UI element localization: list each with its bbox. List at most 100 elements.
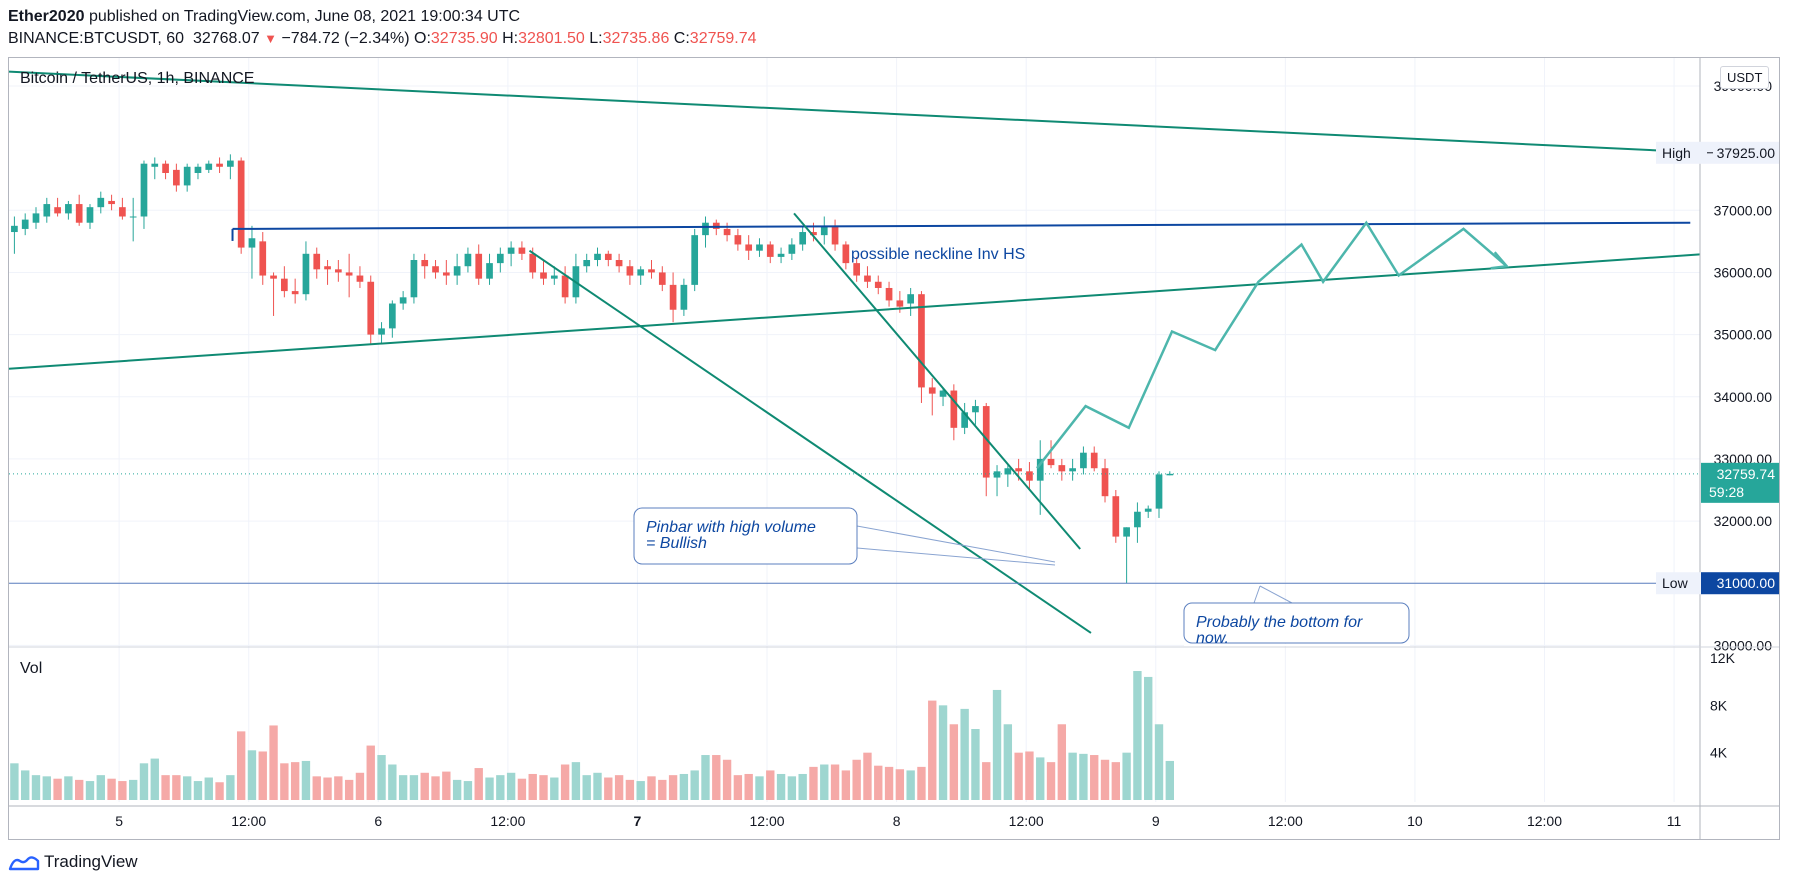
price-tick-label: 32000.00 [1714, 513, 1773, 529]
volume-bar [701, 755, 710, 800]
price-tick-label: 37000.00 [1714, 202, 1773, 218]
low-value: 32735.86 [602, 30, 670, 47]
candle-body [874, 281, 882, 288]
volume-bar [1068, 752, 1077, 800]
open-value: 32735.90 [430, 30, 498, 47]
volume-bar [107, 778, 116, 800]
currency-button[interactable]: USDT [1720, 66, 1770, 89]
candle-body [1026, 471, 1033, 481]
volume-bar [96, 775, 105, 800]
volume-bar [128, 779, 138, 800]
candle-body [604, 253, 612, 261]
candle-body [227, 160, 234, 167]
ascending-trendline [8, 253, 1701, 370]
callout-box [1183, 602, 1410, 644]
callout-pointer [856, 547, 1056, 566]
volume-bar [1100, 759, 1110, 800]
volume-bar [64, 776, 73, 800]
candle-body [1090, 452, 1098, 469]
time-tick-label: 12:00 [1527, 813, 1562, 829]
descending-trendline [8, 70, 1701, 154]
volume-bar [604, 777, 613, 800]
candle-body [583, 260, 591, 267]
publish-header: Ether2020 published on TradingView.com, … [8, 8, 520, 26]
volume-bar [1036, 757, 1045, 800]
candle-body [410, 260, 418, 298]
volume-bar [679, 773, 689, 800]
volume-bar [226, 775, 235, 800]
candle-body [129, 216, 137, 218]
ohlc-header: BINANCE:BTCUSDT, 60 32768.07 ▼ −784.72 (… [8, 30, 757, 48]
wedge-lower-line [528, 249, 1092, 634]
candle-body [745, 244, 753, 251]
candle-body [183, 166, 191, 186]
price-label-name: High [1662, 145, 1691, 161]
candle-body [291, 291, 299, 295]
price-label-bg [1656, 141, 1779, 164]
candle-body [950, 390, 958, 428]
candle-body [928, 387, 936, 394]
time-tick-label: 8 [893, 813, 901, 829]
candle-body [432, 266, 439, 273]
candle-body [918, 294, 925, 388]
candle-body [799, 232, 807, 245]
candle-body [216, 163, 223, 167]
volume-bar [474, 768, 483, 800]
volume-bar [787, 776, 797, 800]
callout-box [633, 507, 858, 565]
volume-bar [398, 775, 408, 800]
candle-body [119, 207, 126, 217]
candle-body [972, 406, 979, 413]
last-price: 32768.07 [192, 30, 260, 47]
volume-bar [1122, 752, 1131, 800]
volume-bar [874, 765, 883, 800]
volume-bar [1144, 676, 1153, 800]
volume-bar [42, 776, 51, 800]
candle-body [540, 272, 547, 279]
volume-bar [485, 777, 494, 800]
tradingview-footer[interactable]: TradingView [8, 852, 138, 872]
candle-body [810, 232, 817, 236]
candle-body [205, 163, 213, 170]
candle-body [1015, 468, 1022, 472]
volume-bar [712, 755, 721, 800]
high-value: 32801.50 [518, 30, 585, 47]
volume-bar [85, 781, 95, 800]
callout-text: Probably the bottom for [1196, 614, 1363, 631]
volume-bar [550, 777, 559, 800]
time-tick-label: 6 [374, 813, 382, 829]
volume-bar [690, 770, 699, 800]
volume-bar [161, 775, 170, 800]
volume-bar [172, 775, 181, 800]
volume-bar [323, 777, 332, 800]
close-label: C: [673, 30, 690, 47]
volume-bar [31, 775, 41, 800]
price-label-name: Low [1662, 575, 1689, 591]
close-value: 32759.74 [689, 30, 757, 47]
candle-body [54, 207, 61, 214]
high-label: H: [502, 30, 519, 47]
candle-body [669, 284, 677, 310]
price-change: −784.72 (−2.34%) [281, 30, 410, 47]
support-price-badge [1701, 572, 1779, 595]
time-tick-label: 12:00 [231, 813, 266, 829]
low-label: L: [589, 30, 603, 47]
volume-bar [1090, 755, 1099, 800]
author-name[interactable]: Ether2020 [8, 8, 85, 25]
candle-body [1101, 468, 1109, 497]
volume-bar [420, 772, 429, 800]
volume-bar [938, 705, 948, 800]
time-tick-label: 12:00 [490, 813, 525, 829]
callout-clip [1184, 644, 1410, 646]
candle-body [356, 275, 364, 282]
volume-bar [884, 766, 894, 800]
tradingview-logo-icon [8, 856, 40, 871]
volume-bar [344, 779, 354, 800]
candle-body [86, 207, 94, 223]
callout-text: = Bullish [646, 535, 707, 552]
volume-bar [355, 772, 365, 800]
candle-body [1134, 511, 1141, 528]
support-price-text: 31000.00 [1717, 575, 1776, 591]
candle-body [237, 160, 245, 248]
